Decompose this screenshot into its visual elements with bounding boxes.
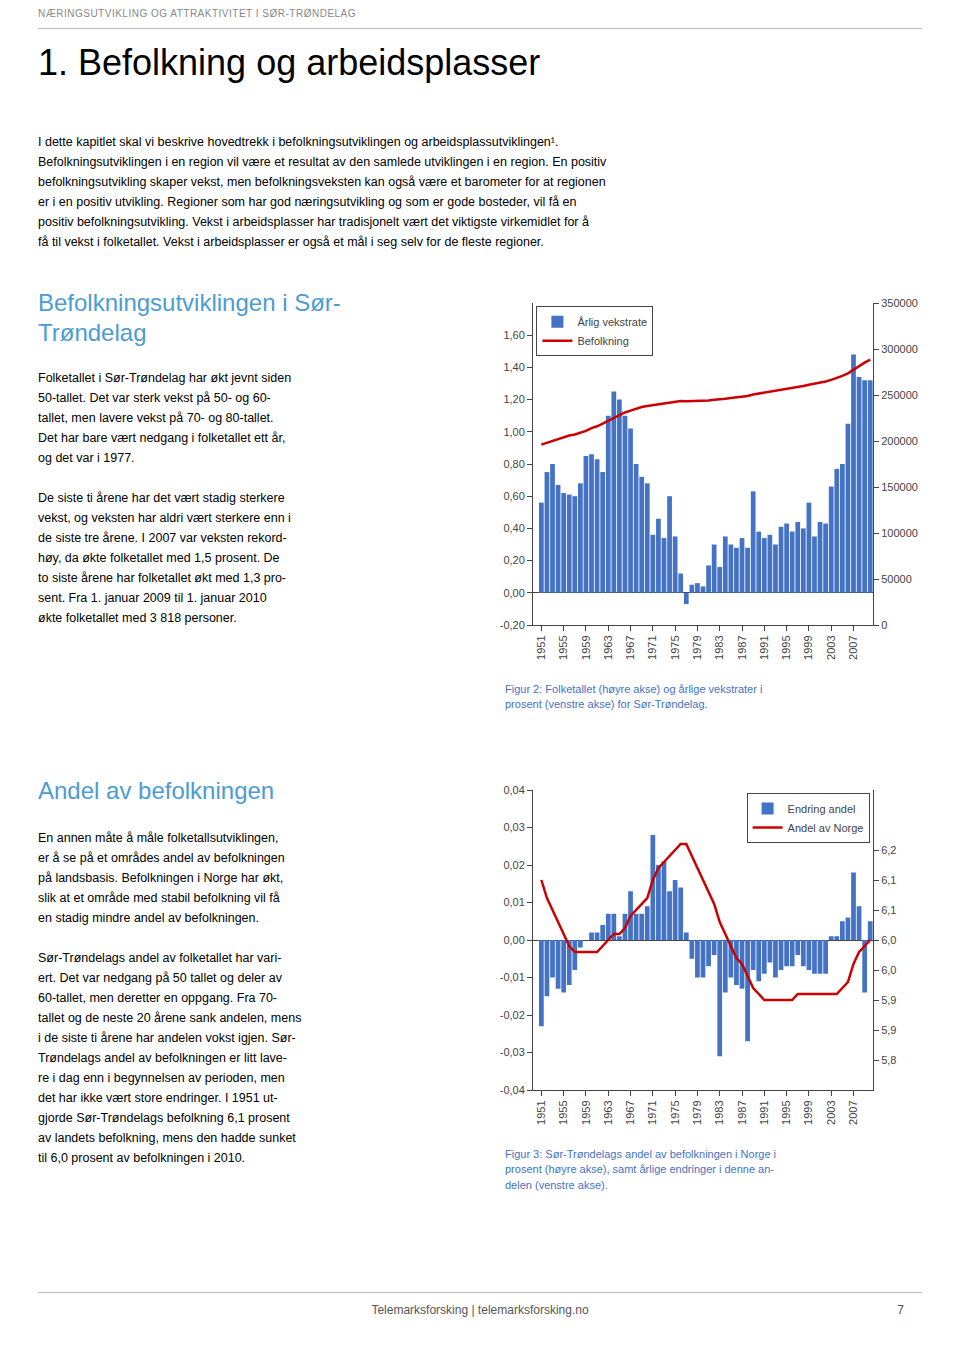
svg-text:1963: 1963 <box>602 635 614 659</box>
svg-text:0,60: 0,60 <box>503 490 524 502</box>
svg-text:1975: 1975 <box>669 635 681 659</box>
html-text:En annen måte å måle folketall: En annen måte å måle folketallsutvikling… <box>38 831 302 1165</box>
html-text:Telemarksforsking | telemarksf: Telemarksforsking | telemarksforsking.no <box>371 1303 589 1317</box>
svg-text:Andel av Norge: Andel av Norge <box>788 822 864 834</box>
svg-text:1955: 1955 <box>557 1100 569 1124</box>
svg-text:0,02: 0,02 <box>503 859 524 871</box>
svg-text:5,8: 5,8 <box>881 1054 896 1066</box>
svg-text:0,20: 0,20 <box>503 554 524 566</box>
svg-text:6,0: 6,0 <box>881 934 896 946</box>
html-text:7: 7 <box>897 1303 904 1317</box>
svg-text:-0,04: -0,04 <box>500 1084 525 1096</box>
svg-text:1,40: 1,40 <box>503 361 524 373</box>
svg-text:1979: 1979 <box>691 1100 703 1124</box>
svg-text:100000: 100000 <box>881 527 918 539</box>
svg-text:1983: 1983 <box>713 1100 725 1124</box>
svg-text:0,80: 0,80 <box>503 458 524 470</box>
svg-text:6,1: 6,1 <box>881 874 896 886</box>
svg-text:200000: 200000 <box>881 435 918 447</box>
svg-text:1987: 1987 <box>736 635 748 659</box>
svg-text:1971: 1971 <box>646 1100 658 1124</box>
html-text:Figur 2: Folketallet (høyre ak: Figur 2: Folketallet (høyre akse) og årl… <box>505 683 763 711</box>
svg-text:1999: 1999 <box>802 635 814 659</box>
svg-text:1959: 1959 <box>580 1100 592 1124</box>
svg-text:1963: 1963 <box>602 1100 614 1124</box>
svg-text:1,20: 1,20 <box>503 393 524 405</box>
html-text:1. Befolkning og arbeidsplasse: 1. Befolkning og arbeidsplasser <box>38 42 541 83</box>
svg-text:0,04: 0,04 <box>503 784 524 796</box>
html-text:NÆRINGSUTVIKLING OG ATTRAKTIVI: NÆRINGSUTVIKLING OG ATTRAKTIVITET I SØR-… <box>38 8 357 19</box>
svg-text:Endring andel: Endring andel <box>788 803 856 815</box>
html-text:I dette kapitlet skal vi beskr: I dette kapitlet skal vi beskrive hovedt… <box>38 135 607 249</box>
svg-text:1995: 1995 <box>780 1100 792 1124</box>
svg-text:150000: 150000 <box>881 481 918 493</box>
svg-text:Årlig vekstrate: Årlig vekstrate <box>577 316 647 328</box>
svg-text:6,0: 6,0 <box>881 964 896 976</box>
svg-text:-0,20: -0,20 <box>500 619 525 631</box>
svg-text:6,2: 6,2 <box>881 844 896 856</box>
svg-text:0,03: 0,03 <box>503 821 524 833</box>
svg-text:0,00: 0,00 <box>503 934 524 946</box>
svg-text:1975: 1975 <box>669 1100 681 1124</box>
svg-text:2007: 2007 <box>847 1100 859 1124</box>
html-text:Befolkningsutviklingen i Sør-: Befolkningsutviklingen i Sør- Trøndelag <box>38 289 341 346</box>
svg-text:0,40: 0,40 <box>503 522 524 534</box>
svg-text:250000: 250000 <box>881 389 918 401</box>
svg-text:1979: 1979 <box>691 635 703 659</box>
svg-text:5,9: 5,9 <box>881 1024 896 1036</box>
svg-text:-0,02: -0,02 <box>500 1009 525 1021</box>
svg-text:300000: 300000 <box>881 343 918 355</box>
svg-text:1967: 1967 <box>624 1100 636 1124</box>
html-text:Andel av befolkningen: Andel av befolkningen <box>38 777 275 804</box>
svg-text:1971: 1971 <box>646 635 658 659</box>
svg-text:0: 0 <box>881 619 887 631</box>
svg-text:2003: 2003 <box>825 1100 837 1124</box>
svg-text:Befolkning: Befolkning <box>577 335 628 347</box>
svg-text:0,01: 0,01 <box>503 896 524 908</box>
svg-text:1967: 1967 <box>624 635 636 659</box>
svg-text:1955: 1955 <box>557 635 569 659</box>
svg-text:2007: 2007 <box>847 635 859 659</box>
svg-text:1,00: 1,00 <box>503 426 524 438</box>
html-text:Folketallet i Sør-Trøndelag ha: Folketallet i Sør-Trøndelag har økt jevn… <box>38 371 292 625</box>
svg-text:5,9: 5,9 <box>881 994 896 1006</box>
svg-text:-0,01: -0,01 <box>500 971 525 983</box>
svg-text:2003: 2003 <box>825 635 837 659</box>
svg-text:1987: 1987 <box>736 1100 748 1124</box>
svg-text:6,1: 6,1 <box>881 904 896 916</box>
svg-text:1991: 1991 <box>758 1100 770 1124</box>
svg-text:1959: 1959 <box>580 635 592 659</box>
svg-text:1991: 1991 <box>758 635 770 659</box>
svg-text:1999: 1999 <box>802 1100 814 1124</box>
svg-text:1983: 1983 <box>713 635 725 659</box>
svg-text:1995: 1995 <box>780 635 792 659</box>
svg-text:-0,03: -0,03 <box>500 1046 525 1058</box>
svg-text:1951: 1951 <box>535 635 547 659</box>
svg-text:50000: 50000 <box>881 573 912 585</box>
svg-text:1,60: 1,60 <box>503 329 524 341</box>
svg-text:350000: 350000 <box>881 297 918 309</box>
svg-text:0,00: 0,00 <box>503 587 524 599</box>
svg-text:1951: 1951 <box>535 1100 547 1124</box>
html-text:Figur 3: Sør-Trøndelags andel: Figur 3: Sør-Trøndelags andel av befolkn… <box>505 1148 777 1191</box>
